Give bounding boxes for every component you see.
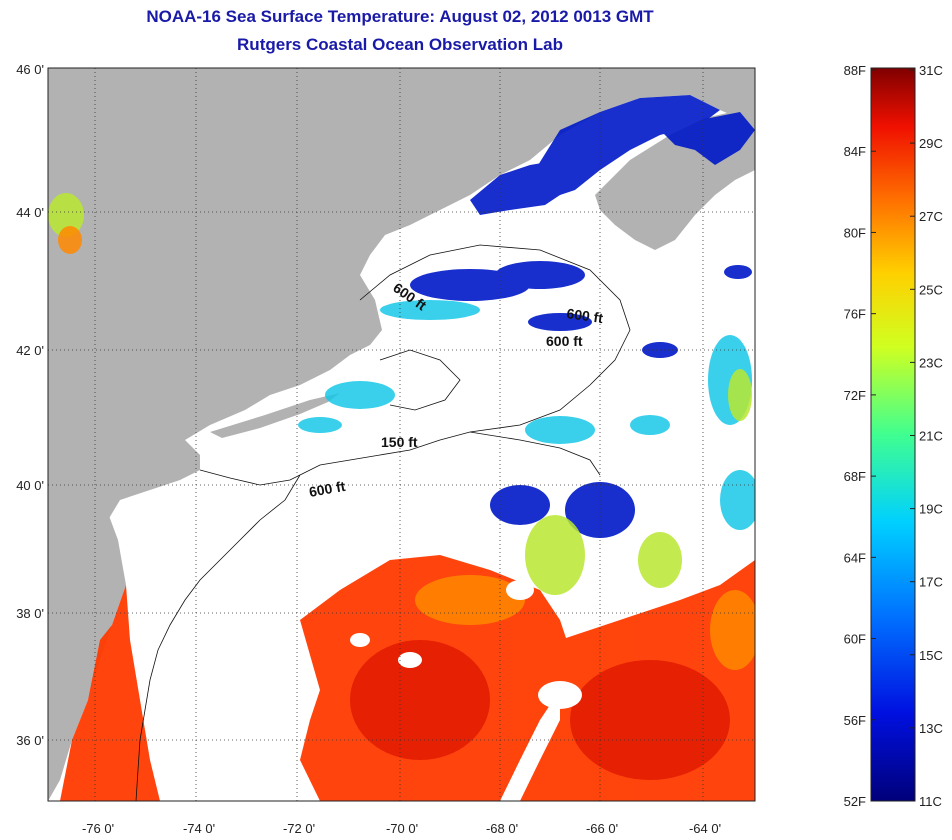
colorbar-celsius-label: 13C [919, 721, 943, 736]
colorbar-celsius-labels: 31C 29C 27C 25C 23C 21C 19C 17C 15C 13C 11C [919, 63, 943, 809]
lon-label: -66 0' [586, 821, 618, 836]
lat-label: 44 0' [16, 205, 44, 220]
land-delmarva [48, 505, 126, 801]
colorbar-fahrenheit-label: 84F [844, 144, 866, 159]
lat-label: 46 0' [16, 62, 44, 77]
lat-label: 36 0' [16, 733, 44, 748]
colorbar-fahrenheit-label: 52F [844, 794, 866, 809]
lat-label: 38 0' [16, 606, 44, 621]
lon-label: -74 0' [183, 821, 215, 836]
lat-label: 40 0' [16, 478, 44, 493]
colorbar-fahrenheit-label: 56F [844, 713, 866, 728]
lon-label: -64 0' [689, 821, 721, 836]
colorbar-fahrenheit-label: 68F [844, 469, 866, 484]
colorbar-fahrenheit-label: 72F [844, 388, 866, 403]
colorbar-celsius-label: 15C [919, 648, 943, 663]
land-mainland [48, 68, 755, 595]
colorbar [870, 67, 916, 802]
colorbar-ticks [871, 69, 915, 802]
contour-label-600ft-south: 600 ft [546, 333, 583, 349]
colorbar-celsius-label: 11C [919, 794, 942, 809]
colorbar-fahrenheit-label: 60F [844, 632, 866, 647]
colorbar-fahrenheit-label: 80F [844, 225, 866, 240]
colorbar-celsius-label: 17C [919, 575, 943, 590]
colorbar-celsius-label: 19C [919, 502, 943, 517]
contour-label-600ft-shelf: 600 ft [308, 478, 347, 500]
lon-label: -72 0' [283, 821, 315, 836]
colorbar-celsius-label: 23C [919, 355, 943, 370]
colorbar-fahrenheit-label: 76F [844, 307, 866, 322]
colorbar-celsius-label: 29C [919, 136, 943, 151]
colorbar-celsius-label: 21C [919, 429, 943, 444]
colorbar-celsius-label: 25C [919, 282, 943, 297]
colorbar-fahrenheit-label: 88F [844, 63, 866, 78]
map-title: NOAA-16 Sea Surface Temperature: August … [146, 7, 654, 26]
colorbar-fahrenheit-labels: 88F 84F 80F 76F 72F 68F 64F 60F 56F 52F [844, 63, 866, 809]
orange-water [58, 226, 755, 670]
colorbar-celsius-label: 27C [919, 209, 943, 224]
map-subtitle: Rutgers Coastal Ocean Observation Lab [237, 35, 563, 54]
hot-water-core [350, 640, 730, 780]
contour-label-600ft-east: 600 ft [566, 305, 605, 326]
cold-water-patches [410, 95, 755, 538]
map-frame [47, 67, 756, 802]
lon-label: -76 0' [82, 821, 114, 836]
contour-label-150ft: 150 ft [381, 434, 418, 450]
green-yellow-patches [48, 193, 752, 595]
cloud-gaps [350, 580, 582, 709]
colorbar-fahrenheit-label: 64F [844, 550, 866, 565]
lon-label: -70 0' [386, 821, 418, 836]
lat-label: 42 0' [16, 343, 44, 358]
colorbar-celsius-label: 31C [919, 63, 943, 78]
lon-label: -68 0' [486, 821, 518, 836]
land-long-island [210, 393, 340, 438]
